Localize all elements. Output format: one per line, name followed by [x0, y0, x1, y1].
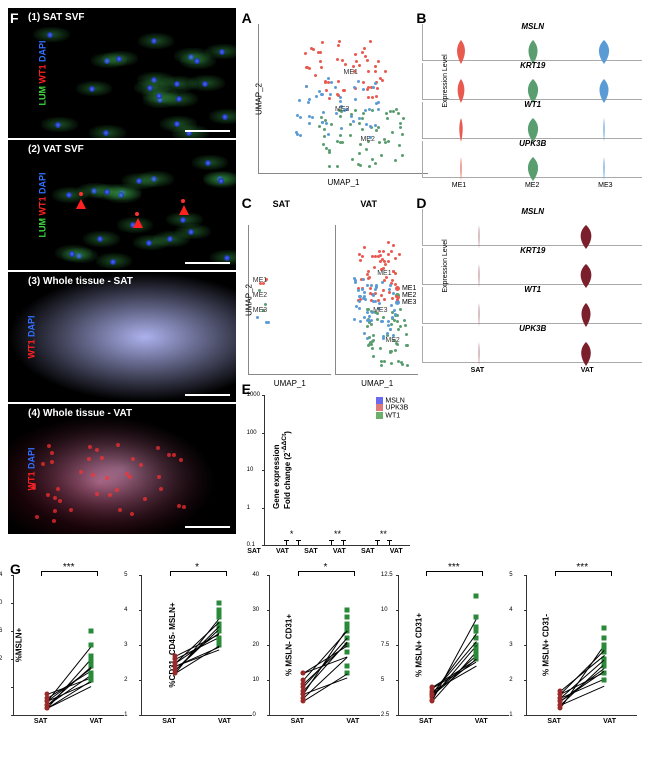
panel-F-label: F — [10, 10, 19, 26]
panel-B: B MSLNKRT19Expression LevelWT1UPK3BME1ME… — [414, 8, 642, 189]
umap-sat-vat: SAT UMAP_2 UMAP_1 ME1ME2ME3 VAT UMAP_1 M… — [240, 209, 411, 375]
bar-chart-E: Gene expressionFold change (2-ΔΔCt) ****… — [264, 395, 411, 546]
bar-xaxis: SATVATSATVATSATVAT — [240, 548, 411, 555]
x-axis-label: UMAP_1 — [327, 178, 359, 187]
y-axis-label: UMAP_2 — [254, 82, 263, 114]
umap-sat: UMAP_2 UMAP_1 ME1ME2ME3 — [248, 225, 331, 375]
panel-F: F (1) SAT SVFLUM WT1 DAPI(2) VAT SVFLUM … — [8, 8, 236, 555]
panel-A-label: A — [242, 10, 252, 26]
y-axis-label: Gene expressionFold change (2-ΔΔCt) — [272, 431, 292, 509]
umap-vat: UMAP_1 ME1ME2ME3 ME1ME2ME3 — [335, 225, 418, 375]
paired-plots-row: %MSLN+4812162024***SATVAT%CD31- CD45- MS… — [8, 575, 642, 725]
bar-legend: MSLNUPK3BWT1 — [376, 397, 408, 419]
panel-E: E Gene expressionFold change (2-ΔΔCt) **… — [240, 379, 411, 555]
panel-C: C SAT UMAP_2 UMAP_1 ME1ME2ME3 VAT UMAP_1… — [240, 193, 411, 375]
violin-stack-B: MSLNKRT19Expression LevelWT1UPK3BME1ME2M… — [422, 24, 642, 189]
figure: A UMAP_2 UMAP_1 ME1ME2ME3 B MSLNKRT19Exp… — [8, 8, 642, 725]
umap-sat-title: SAT — [273, 199, 290, 209]
cluster-legend: ME1ME2ME3 — [395, 285, 416, 306]
umap-vat-title: VAT — [360, 199, 377, 209]
umap-scatter-A: UMAP_2 UMAP_1 ME1ME2ME3 — [258, 24, 429, 174]
panel-G: G %MSLN+4812162024***SATVAT%CD31- CD45- … — [8, 559, 642, 725]
panel-A: A UMAP_2 UMAP_1 ME1ME2ME3 — [240, 8, 411, 189]
panel-D: D MSLNKRT19Expression LevelWT1UPK3BSATVA… — [414, 193, 642, 375]
microscopy-stack: (1) SAT SVFLUM WT1 DAPI(2) VAT SVFLUM WT… — [8, 8, 236, 534]
violin-stack-D: MSLNKRT19Expression LevelWT1UPK3BSATVAT — [422, 209, 642, 374]
